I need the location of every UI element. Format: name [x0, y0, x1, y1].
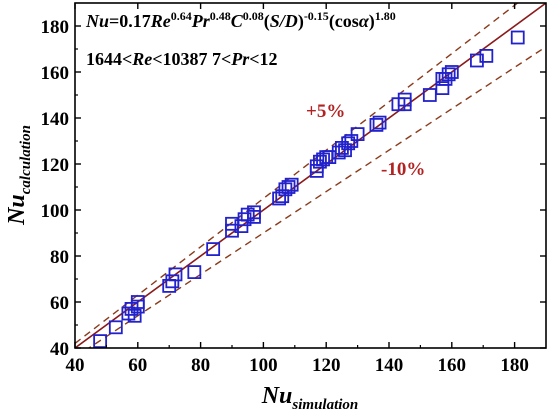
x-tick-label: 140 — [375, 355, 404, 376]
data-point — [369, 118, 384, 132]
x-tick-label: 120 — [312, 355, 341, 376]
data-point — [397, 97, 412, 112]
x-tick-label: 100 — [249, 355, 278, 376]
x-tick-label: 40 — [66, 355, 85, 376]
data-point — [435, 81, 450, 95]
plus-5-label: +5% — [306, 101, 345, 122]
data-point — [130, 295, 145, 309]
data-point — [281, 180, 296, 194]
data-point — [187, 265, 202, 280]
equation-annotation: Nu=0.17Re0.64Pr0.48C0.08(S/D)-0.15(cosα)… — [85, 9, 396, 32]
data-point — [206, 242, 221, 257]
data-point — [322, 150, 337, 165]
y-axis-ticks: 40 60 80 100 120 140 160 180 — [41, 17, 546, 360]
data-point — [93, 334, 108, 348]
y-tick-label: 100 — [41, 201, 70, 222]
reference-line-plus5pct — [75, 3, 519, 344]
data-point — [350, 127, 365, 142]
y-tick-label: 40 — [50, 339, 69, 360]
minus-10-label: -10% — [381, 159, 425, 180]
data-point — [127, 308, 142, 323]
data-point — [168, 267, 183, 282]
data-point — [444, 65, 459, 79]
data-points — [93, 30, 525, 348]
data-point — [372, 115, 387, 130]
x-tick-label: 80 — [191, 355, 210, 376]
reference-line-minus10pct — [87, 46, 546, 348]
data-point — [341, 136, 356, 151]
data-point — [479, 49, 494, 63]
data-point — [108, 320, 123, 335]
data-point — [284, 177, 299, 192]
y-tick-label: 120 — [41, 155, 70, 176]
data-point — [441, 67, 456, 82]
y-tick-label: 60 — [50, 293, 69, 314]
data-point — [470, 53, 484, 68]
x-axis-ticks: 40 60 80 100 120 140 160 180 — [66, 3, 529, 376]
plot-frame — [74, 2, 547, 349]
data-point — [422, 88, 437, 102]
y-axis-label: Nucalculation — [4, 125, 34, 226]
x-tick-label: 160 — [438, 355, 467, 376]
x-tick-label: 180 — [500, 355, 529, 376]
y-tick-label: 140 — [41, 109, 70, 130]
y-tick-label: 80 — [50, 247, 69, 268]
range-annotation: 1644<Re<10387 7<Pr<12 — [86, 49, 278, 69]
x-tick-label: 60 — [128, 355, 147, 376]
data-point — [510, 30, 525, 45]
data-point — [247, 209, 261, 224]
y-tick-label: 160 — [41, 63, 70, 84]
x-axis-label: Nusimulation — [261, 383, 359, 413]
y-tick-label: 180 — [41, 17, 70, 38]
